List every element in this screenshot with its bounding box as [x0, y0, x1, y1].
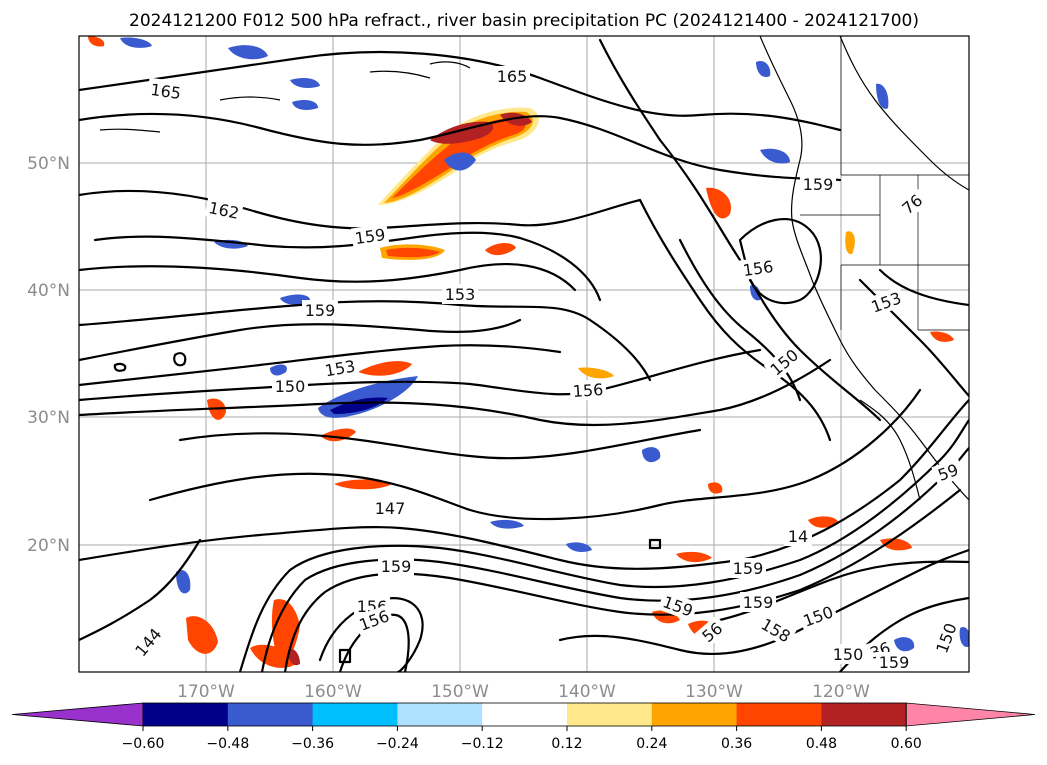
- contour-label: 159: [803, 175, 834, 194]
- colorbar-cells: [11, 702, 1036, 727]
- contour-label: 147: [375, 499, 406, 518]
- lon-label: 160°W: [304, 682, 362, 702]
- contour-label: 159: [305, 301, 336, 320]
- contour-label: 159: [354, 225, 387, 248]
- lat-label: 20°N: [27, 536, 70, 556]
- lon-label: 140°W: [558, 682, 616, 702]
- colorbar-tick-label: −0.24: [376, 736, 419, 752]
- colorbar-tick-label: 0.36: [721, 736, 752, 752]
- colorbar-tick-label: 0.12: [551, 736, 582, 752]
- colorbar-cell: [736, 703, 822, 726]
- lon-label: 130°W: [685, 682, 743, 702]
- colorbar-extend-high: [905, 702, 1036, 727]
- colorbar-tick-label: −0.48: [206, 736, 249, 752]
- lat-label: 50°N: [27, 154, 70, 174]
- coastlines: [99, 36, 969, 501]
- colorbar-cell: [651, 703, 738, 726]
- lat-label: 30°N: [27, 408, 70, 428]
- latitude-labels: 50°N 40°N 30°N 20°N: [27, 154, 70, 556]
- contour-labels: 165 165 162 159 159 153 159 153 150 156: [128, 66, 965, 672]
- contour-label: 159: [733, 559, 764, 578]
- colorbar-tick-label: 0.24: [636, 736, 667, 752]
- colorbar-tick-label: −0.36: [291, 736, 334, 752]
- colorbar-tick-label: 0.60: [891, 736, 922, 752]
- colorbar-ticks: −0.60 −0.48 −0.36 −0.24 −0.12 0.12 0.24 0.36 0.4…: [122, 726, 922, 752]
- contour-label: 14: [788, 527, 808, 546]
- contour-label: 150: [275, 377, 306, 396]
- colorbar-cell: [312, 703, 398, 726]
- contour-label: 159: [381, 557, 412, 576]
- lat-label: 40°N: [27, 281, 70, 301]
- contour-label: 150: [833, 645, 864, 664]
- contour-label: 156: [572, 380, 604, 401]
- colorbar-tick-label: −0.12: [461, 736, 504, 752]
- colorbar-cell: [143, 703, 229, 726]
- map-frame: [78, 35, 970, 673]
- contour-label: 159: [743, 593, 774, 612]
- colorbar-cell: [821, 703, 907, 726]
- colorbar-cell: [397, 703, 483, 726]
- map-panel: 165 165 162 159 159 153 159 153 150 156: [78, 35, 970, 673]
- colorbar-extend-low: [11, 702, 144, 727]
- colorbar-cell: [567, 703, 653, 726]
- contour-label: 165: [149, 80, 182, 103]
- colorbar: −0.60 −0.48 −0.36 −0.24 −0.12 0.12 0.24 0.36 0.4…: [11, 702, 1036, 752]
- figure-title: 2024121200 F012 500 hPa refract., river …: [129, 11, 919, 31]
- colorbar-frame: [142, 702, 907, 727]
- colorbar-cell: [482, 703, 568, 726]
- lon-label: 150°W: [431, 682, 489, 702]
- contour-label: 159: [879, 653, 910, 672]
- contour-label: 156: [742, 257, 775, 280]
- contour-label: 165: [497, 67, 528, 86]
- state-borders: [800, 36, 969, 331]
- colorbar-tick-label: −0.60: [122, 736, 165, 752]
- colorbar-tick-label: 0.48: [806, 736, 837, 752]
- lon-label: 170°W: [177, 682, 235, 702]
- longitude-labels: 170°W 160°W 150°W 140°W 130°W 120°W: [177, 682, 870, 702]
- contour-label: 153: [445, 285, 476, 304]
- colorbar-cell: [227, 703, 314, 726]
- lon-label: 120°W: [812, 682, 870, 702]
